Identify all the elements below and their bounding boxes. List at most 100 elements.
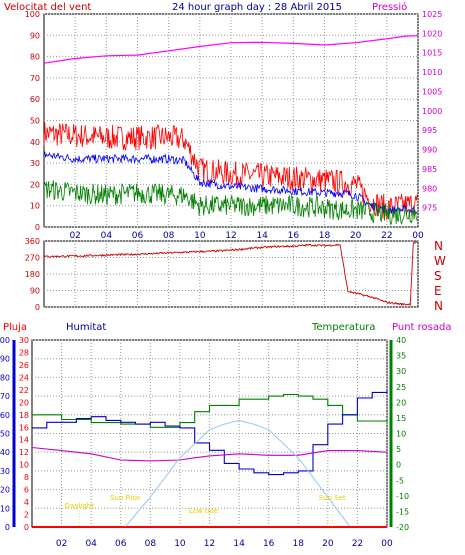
rain-tick: 6 xyxy=(24,486,29,495)
humidity-line xyxy=(32,390,388,476)
compass-label: S xyxy=(434,269,442,283)
temperature-tick: 10 xyxy=(396,430,406,439)
wind-average-line xyxy=(43,151,418,216)
temperature-tick: -5 xyxy=(396,476,404,485)
wind-hour-tick: 18 xyxy=(319,231,331,241)
temp-hour-tick: 22 xyxy=(352,539,363,549)
wind-speed-tick: 90 xyxy=(30,31,40,40)
temperature-tick: -10 xyxy=(396,492,409,501)
wind-hour-tick-labels: 02 04 06 08 10 12 14 16 18 20 22 00 xyxy=(69,231,424,241)
wind-hour-tick: 20 xyxy=(350,231,362,241)
pressure-tick: 990 xyxy=(422,146,437,155)
wind-hour-tick: 12 xyxy=(225,231,236,241)
temperature-tick: 0 xyxy=(396,461,401,470)
temp-hour-tick: 08 xyxy=(145,539,157,549)
humidity-tick: 60 xyxy=(0,411,10,420)
wind-hour-tick: 06 xyxy=(132,231,144,241)
pressure-tick: 1015 xyxy=(422,49,442,58)
temperature-humidity-panel: Pluja Humitat Temperatura Punt rosada 0 1… xyxy=(0,322,451,549)
temperature-tick: 15 xyxy=(396,414,406,423)
humidity-tick: 20 xyxy=(0,486,10,495)
humidity-tick: 100 xyxy=(0,336,10,345)
rain-tick: 12 xyxy=(19,448,29,457)
solar-curve xyxy=(124,419,351,528)
direction-degree-tick: 90 xyxy=(30,287,40,296)
direction-degree-tick: 270 xyxy=(25,254,40,263)
dew-point-label: Punt rosada xyxy=(392,322,451,333)
temp-humidity-series xyxy=(31,390,388,528)
pressure-tick: 1025 xyxy=(422,10,442,19)
pressure-tick: 1005 xyxy=(422,87,442,96)
temp-hour-tick: 10 xyxy=(174,539,186,549)
rain-tick: 24 xyxy=(19,373,29,382)
temp-hour-tick: 12 xyxy=(204,539,215,549)
pressure-tick: 975 xyxy=(422,204,437,213)
humidity-tick: 90 xyxy=(0,355,10,364)
wind-hour-tick: 02 xyxy=(69,231,80,241)
astro-annotations: Daylight Sun Rise Low tide Sun Set xyxy=(65,494,346,527)
pressure-tick-labels: 975 980 985 990 995 1000 1005 1010 1015 1020 1025 xyxy=(422,10,442,213)
pressure-line xyxy=(43,35,419,64)
compass-label: N xyxy=(434,239,443,253)
temp-hour-tick: 20 xyxy=(322,539,334,549)
temperature-label: Temperatura xyxy=(311,322,376,333)
temp-hour-tick-labels: 02 04 06 08 10 12 14 16 18 20 22 00 xyxy=(56,539,393,549)
temperature-line xyxy=(32,393,388,428)
wind-hour-tick: 22 xyxy=(381,231,392,241)
temperature-tick: 5 xyxy=(396,445,401,454)
direction-degree-tick-labels: 0 90 180 270 360 xyxy=(25,237,40,312)
temp-hour-tick: 18 xyxy=(293,539,305,549)
pressure-tick: 985 xyxy=(422,165,437,174)
wind-hour-tick: 08 xyxy=(163,231,175,241)
temp-hour-tick: 16 xyxy=(263,539,275,549)
pressure-tick: 995 xyxy=(422,126,437,135)
temp-hour-tick: 06 xyxy=(115,539,127,549)
dew-point-line xyxy=(31,446,388,462)
direction-degree-tick: 360 xyxy=(25,237,40,246)
wind-speed-tick: 80 xyxy=(30,53,40,62)
direction-series xyxy=(43,241,418,307)
temperature-tick: 40 xyxy=(396,336,406,345)
humidity-tick: 10 xyxy=(0,504,10,513)
pressure-label: Pressió xyxy=(372,1,407,13)
rain-tick: 28 xyxy=(19,348,29,357)
wind-hour-tick: 14 xyxy=(256,231,268,241)
astro-annotation: Low tide xyxy=(189,507,218,515)
rain-label: Pluja xyxy=(3,322,27,333)
wind-speed-tick: 10 xyxy=(30,202,40,211)
humidity-tick-labels: 0 10 20 30 40 50 60 70 80 90 100 xyxy=(0,336,10,532)
pressure-tick: 1020 xyxy=(422,29,442,38)
temperature-tick: 25 xyxy=(396,383,406,392)
humidity-tick: 0 xyxy=(5,523,10,532)
wind-speed-label: Velocitat del vent xyxy=(4,2,91,13)
temperature-tick: -15 xyxy=(396,507,409,516)
rain-tick: 26 xyxy=(19,361,29,370)
rain-tick: 18 xyxy=(19,411,29,420)
humidity-tick: 70 xyxy=(0,392,10,401)
compass-label: N xyxy=(434,299,443,313)
temperature-tick: 35 xyxy=(396,352,406,361)
rain-tick: 0 xyxy=(24,523,29,532)
humidity-tick: 80 xyxy=(0,373,10,382)
rain-tick: 2 xyxy=(24,511,29,520)
pressure-tick: 1000 xyxy=(422,107,442,116)
wind-gust-line xyxy=(43,122,418,220)
rain-tick: 10 xyxy=(19,461,29,470)
rain-tick: 16 xyxy=(19,423,29,432)
temperature-tick: 30 xyxy=(396,367,406,376)
wind-speed-line xyxy=(43,179,418,226)
wind-hour-tick: 16 xyxy=(288,231,300,241)
humidity-tick: 30 xyxy=(0,467,10,476)
rain-tick: 8 xyxy=(24,473,29,482)
pressure-tick: 980 xyxy=(422,184,437,193)
compass-label: W xyxy=(434,254,446,268)
wind-speed-tick-labels: 0 10 20 30 40 50 60 70 80 90 100 xyxy=(25,10,40,232)
wind-speed-tick: 30 xyxy=(30,159,40,168)
astro-annotation: Sun Rise xyxy=(110,494,140,502)
humidity-tick: 50 xyxy=(0,430,10,439)
wind-speed-tick: 50 xyxy=(30,117,40,126)
